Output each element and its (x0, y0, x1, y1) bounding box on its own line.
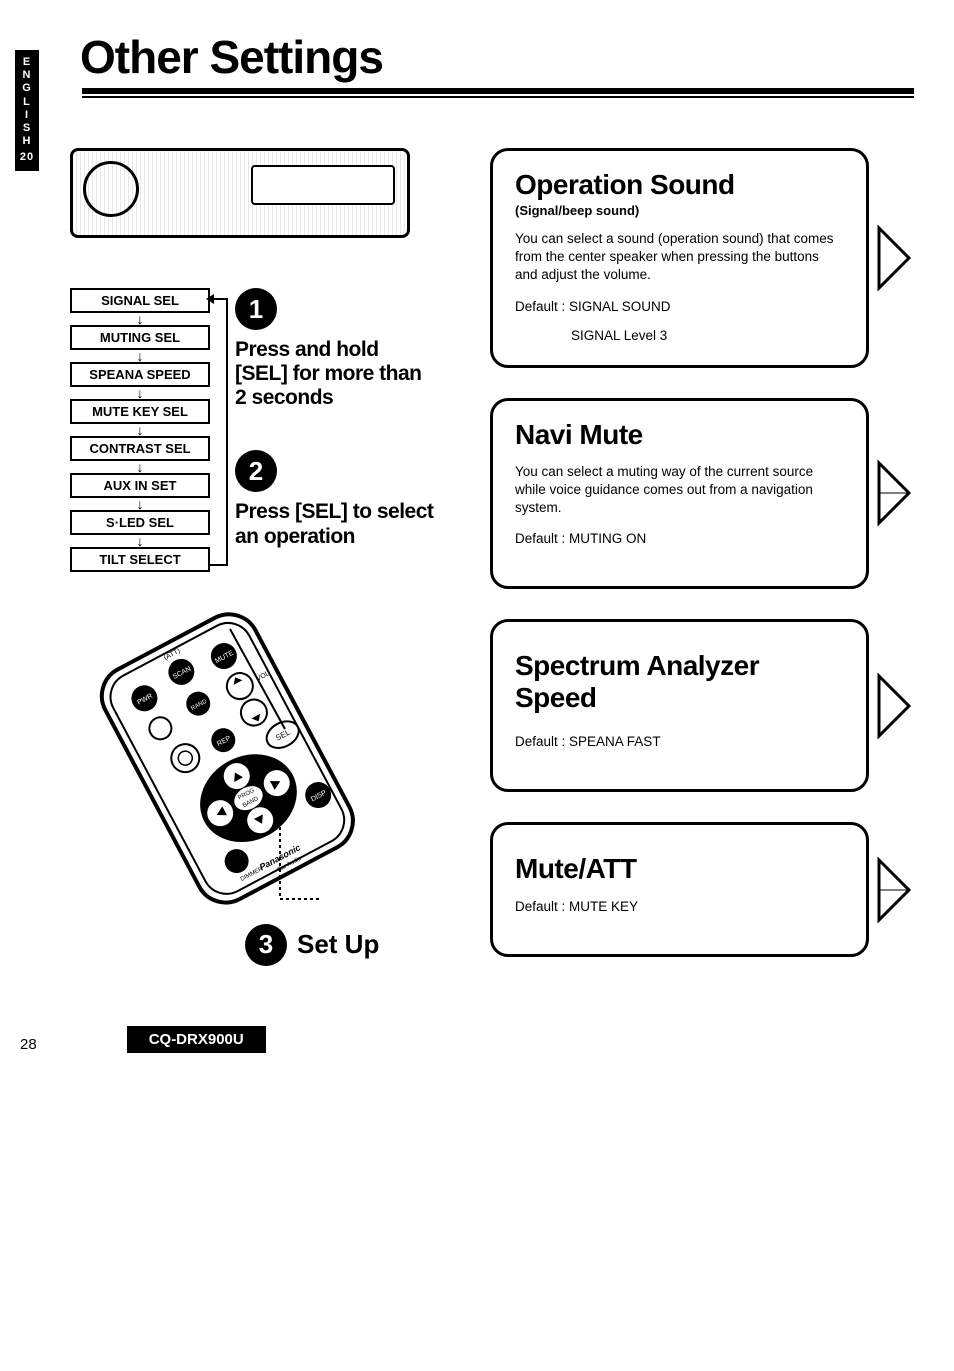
page-title: Other Settings (80, 30, 914, 84)
callout-default: Default : MUTING ON (515, 531, 844, 546)
continue-arrow-icon (874, 458, 914, 528)
menu-item: SPEANA SPEED (70, 362, 210, 387)
language-tab: ENGLISH 20 (15, 50, 39, 171)
callout-default: Default : SPEANA FAST (515, 734, 844, 749)
callout-spectrum-speed: Spectrum Analyzer Speed Default : SPEANA… (490, 619, 869, 792)
menu-item: MUTING SEL (70, 325, 210, 350)
menu-item: TILT SELECT (70, 547, 210, 572)
menu-flow: SIGNAL SEL ↓ MUTING SEL ↓ SPEANA SPEED ↓… (70, 288, 210, 572)
step-2-text: Press [SEL] to select an operation (235, 500, 435, 548)
menu-item: S·LED SEL (70, 510, 210, 535)
callout-body: You can select a muting way of the curre… (515, 463, 844, 518)
model-badge: CQ-DRX900U (127, 1026, 266, 1053)
menu-item: SIGNAL SEL (70, 288, 210, 313)
continue-arrow-icon (874, 671, 914, 741)
callout-operation-sound: Operation Sound (Signal/beep sound) You … (490, 148, 869, 368)
menu-item: AUX IN SET (70, 473, 210, 498)
callout-title: Navi Mute (515, 419, 844, 451)
menu-item: CONTRAST SEL (70, 436, 210, 461)
callout-default-2: SIGNAL Level 3 (571, 328, 844, 343)
callout-default: Default : MUTE KEY (515, 899, 844, 914)
continue-arrow-icon (874, 855, 914, 925)
step-1-text: Press and hold [SEL] for more than 2 sec… (235, 338, 435, 410)
step-3-num: 3 (245, 924, 287, 966)
lang-page-num: 20 (19, 151, 35, 164)
title-rule (82, 88, 914, 94)
lang-vertical: ENGLISH (19, 56, 35, 148)
radio-unit-illustration (70, 148, 410, 238)
callout-title: Spectrum Analyzer Speed (515, 650, 844, 714)
title-subrule (82, 96, 914, 98)
step-3-text: Set Up (297, 929, 379, 960)
page-number: 28 (20, 1036, 37, 1053)
callout-title: Operation Sound (515, 169, 844, 201)
callout-navi-mute: Navi Mute You can select a muting way of… (490, 398, 869, 590)
loop-line (210, 298, 228, 566)
step-2-num: 2 (235, 450, 277, 492)
callout-default: Default : SIGNAL SOUND (515, 299, 844, 314)
menu-item: MUTE KEY SEL (70, 399, 210, 424)
callout-subtitle: (Signal/beep sound) (515, 203, 844, 218)
callout-mute-att: Mute/ATT Default : MUTE KEY (490, 822, 869, 957)
callout-body: You can select a sound (operation sound)… (515, 230, 844, 285)
step-1-num: 1 (235, 288, 277, 330)
remote-illustration: PWR SCAN MUTE (ATT) RAND VOL REP SEL (70, 599, 380, 909)
continue-arrow-icon (874, 223, 914, 293)
callout-title: Mute/ATT (515, 853, 844, 885)
